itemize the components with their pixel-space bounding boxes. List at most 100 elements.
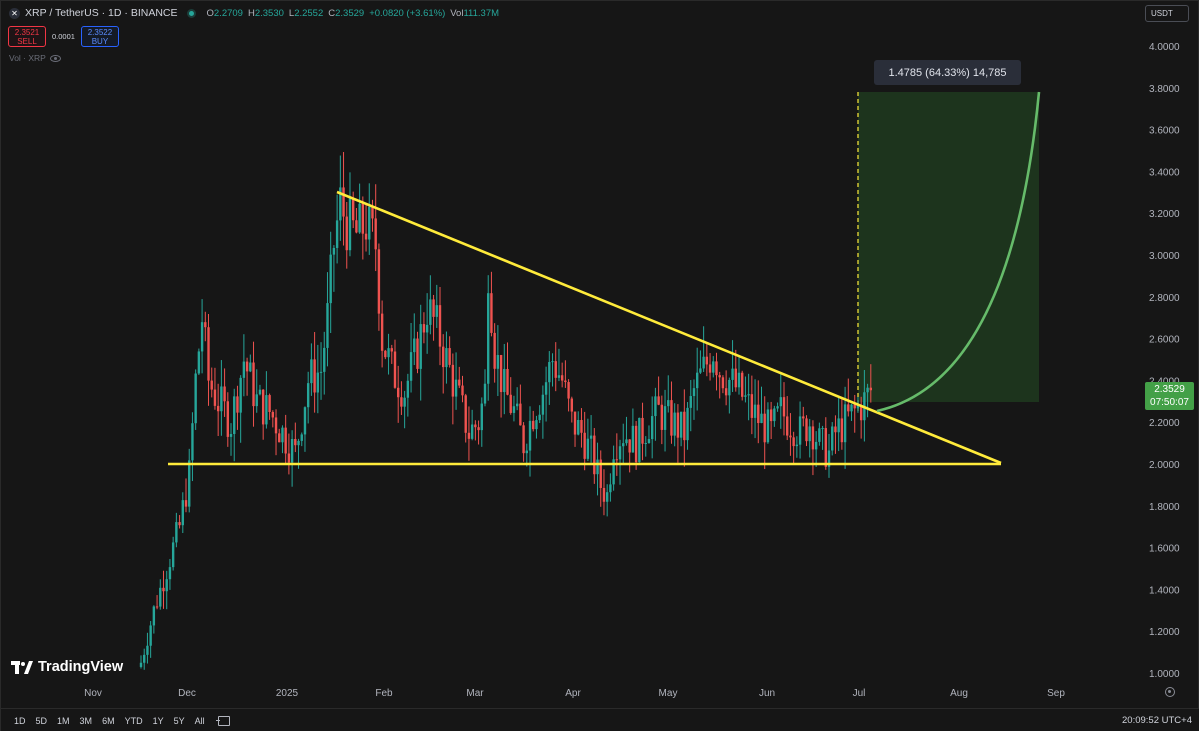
symbol-title[interactable]: XRP / TetherUS · 1D · BINANCE (25, 7, 178, 19)
candle-body (152, 606, 156, 626)
candle-body (705, 356, 709, 365)
price-tick-label: 3.0000 (1149, 251, 1180, 262)
last-price-tag: 2.3529 07:50:07 (1145, 382, 1194, 410)
candle-body (644, 443, 647, 445)
timeframe-all[interactable]: All (194, 715, 205, 726)
price-axis[interactable]: 4.0000 3.8000 3.6000 3.4000 3.2000 3.0000 2.80… (1149, 42, 1180, 680)
volume-indicator-legend[interactable]: Vol · XRP (9, 53, 61, 63)
clock[interactable]: 20:09:52 UTC+4 (1122, 715, 1192, 726)
candle-body (699, 368, 702, 373)
candle-body (753, 404, 757, 418)
tradingview-logo[interactable]: TradingView (11, 659, 123, 675)
price-tick-label: 2.8000 (1149, 293, 1180, 304)
measure-tool[interactable] (857, 92, 1039, 411)
ohlc-value: 111.37M (463, 7, 500, 19)
drawings[interactable] (168, 91, 1041, 466)
candle-body (239, 377, 242, 413)
candle-body (274, 417, 278, 434)
candle-body (445, 348, 448, 368)
candle-body (760, 413, 763, 424)
candle-body (316, 372, 320, 393)
candle-body (416, 338, 419, 369)
candle-body (766, 409, 770, 443)
candle-body (673, 412, 676, 436)
candle-body (229, 433, 233, 437)
candle-body (512, 406, 516, 413)
candle-body (506, 368, 509, 395)
candle-body (811, 426, 815, 450)
candle-body (718, 375, 721, 378)
candle-body (853, 404, 856, 409)
candle-body (165, 579, 168, 592)
projection-curve[interactable] (876, 91, 1041, 413)
candle-body (313, 359, 316, 393)
descending-trendline[interactable] (336, 190, 1002, 465)
sell-button[interactable]: 2.3521 SELL (8, 26, 46, 47)
candle-body (869, 387, 873, 391)
timeframe-5d[interactable]: 5D (35, 715, 48, 726)
time-axis[interactable]: Nov Dec 2025 Feb Mar Apr May Jun Jul Aug Sep (84, 688, 1065, 699)
candle-body (744, 395, 747, 397)
candle-body (808, 426, 811, 442)
price-tick-label: 3.4000 (1149, 167, 1180, 178)
timeframe-1d[interactable]: 1D (14, 715, 26, 726)
candle-body (339, 187, 342, 221)
candle-body (425, 324, 429, 333)
time-tick-label: Sep (1047, 688, 1065, 699)
price-chart[interactable]: 4.0000 3.8000 3.6000 3.4000 3.2000 3.0000 2.80… (1, 1, 1199, 707)
candle-body (763, 413, 766, 443)
buy-button[interactable]: 2.3522 BUY (80, 26, 119, 47)
candle-body (522, 425, 525, 454)
candle-body (384, 350, 387, 358)
chart-area[interactable]: 4.0000 3.8000 3.6000 3.4000 3.2000 3.0000 2.80… (1, 1, 1199, 707)
candle-body (856, 405, 860, 409)
time-tick-label: Nov (84, 688, 102, 699)
candle-body (535, 420, 538, 430)
candle-body (143, 654, 146, 663)
candle-body (503, 368, 506, 393)
candle-body (650, 416, 654, 440)
measure-box[interactable] (858, 92, 1039, 402)
currency-selector[interactable]: USDT (1145, 5, 1189, 22)
measure-label: 1.4785 (64.33%) 14,785 (874, 60, 1021, 85)
candle-body (139, 662, 143, 667)
candle-body (387, 348, 390, 358)
candle-body (303, 407, 307, 435)
date-range-icon[interactable] (215, 715, 230, 726)
candle-body (271, 412, 275, 418)
candle-body (191, 423, 194, 461)
candle-body (323, 347, 326, 372)
timeframe-1y[interactable]: 1Y (152, 715, 164, 726)
gear-icon[interactable] (1165, 687, 1175, 697)
candle-body (686, 407, 689, 441)
candle-body (374, 218, 377, 250)
timeframe-6m[interactable]: 6M (102, 715, 115, 726)
candle-body (454, 379, 458, 397)
eye-icon[interactable] (49, 54, 61, 62)
time-tick-label: Dec (178, 688, 196, 699)
candle-body (750, 394, 754, 418)
candle-body (348, 198, 352, 251)
candle-body (155, 606, 159, 608)
candle-body (194, 373, 197, 424)
candle-body (281, 427, 284, 443)
timeframe-5y[interactable]: 5Y (173, 715, 185, 726)
candle-body (435, 305, 438, 317)
candle-body (747, 394, 750, 396)
candle-body (290, 439, 294, 463)
candle-body (757, 404, 760, 424)
price-tick-label: 1.2000 (1149, 627, 1180, 638)
candle-body (525, 450, 528, 454)
candle-body (355, 220, 358, 233)
timeframe-1m[interactable]: 1M (57, 715, 70, 726)
candle-body (184, 500, 188, 507)
candle-body (358, 203, 361, 233)
market-status-icon[interactable] (186, 8, 196, 18)
ohlc-item: +0.0820 (+3.61%) (369, 8, 445, 19)
timeframe-3m[interactable]: 3M (79, 715, 93, 726)
candle-body (573, 411, 577, 435)
symbol-legend: ✕ XRP / TetherUS · 1D · BINANCE O2.2709 H… (9, 7, 499, 19)
candle-body (831, 426, 834, 451)
candle-body (622, 443, 625, 447)
timeframe-ytd[interactable]: YTD (124, 715, 143, 726)
